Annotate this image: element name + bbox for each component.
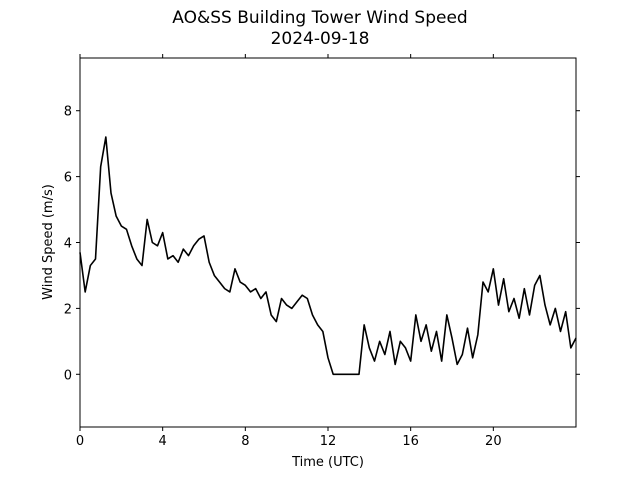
y-tick-label: 6 [64,171,72,186]
x-tick-label: 16 [402,434,419,449]
y-axis-label: Wind Speed (m/s) [41,184,56,300]
x-tick-label: 0 [76,434,84,449]
x-tick-label: 12 [320,434,337,449]
y-tick-label: 2 [64,302,72,317]
data-line [79,136,577,376]
y-tick-label: 0 [64,368,72,383]
y-tick-label: 8 [64,105,72,120]
x-tick-label: 4 [159,434,167,449]
x-axis-label: Time (UTC) [291,455,364,470]
plot-frame [79,57,577,428]
chart-subtitle: 2024-09-18 [271,29,370,49]
y-tick-label: 4 [64,237,72,252]
chart-title: AO&SS Building Tower Wind Speed [172,8,467,28]
x-tick-label: 8 [241,434,249,449]
x-tick-label: 20 [485,434,502,449]
